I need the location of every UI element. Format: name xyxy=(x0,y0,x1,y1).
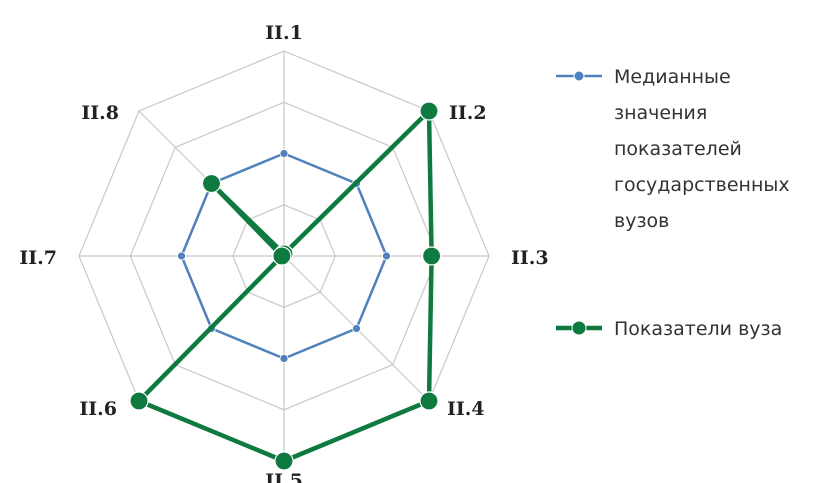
legend-entry: Показатели вуза xyxy=(556,318,782,340)
data-point xyxy=(274,451,294,471)
data-point xyxy=(422,246,442,266)
data-point xyxy=(279,354,289,363)
axis-label: II.8 xyxy=(81,102,119,124)
legend-swatch-marker xyxy=(571,320,587,336)
series-layer xyxy=(129,101,442,471)
data-point xyxy=(419,101,439,121)
data-point xyxy=(382,251,391,261)
legend-label: государственных xyxy=(614,174,790,196)
axis-label: II.6 xyxy=(79,398,117,420)
legend-label: значения xyxy=(614,102,707,124)
series-line xyxy=(136,108,434,464)
data-point xyxy=(272,246,292,266)
axis-labels: II.1 II.2 II.3 II.4 II.5 II.6 II.7 II.8 xyxy=(19,22,548,483)
data-point xyxy=(201,173,222,194)
legend: Медианные значения показателей государствен… xyxy=(556,66,790,340)
data-point xyxy=(352,324,361,333)
axis-label: II.7 xyxy=(19,247,57,269)
data-point xyxy=(177,251,186,261)
legend-label: вузов xyxy=(614,210,669,232)
legend-swatch-marker xyxy=(573,70,585,82)
data-point xyxy=(129,391,149,411)
legend-label: показателей xyxy=(614,138,742,160)
data-point xyxy=(419,391,439,411)
legend-label: Медианные xyxy=(614,66,731,88)
axis-label: II.1 xyxy=(265,22,303,44)
series-1 xyxy=(129,101,442,471)
data-point xyxy=(279,149,289,158)
axis-label: II.5 xyxy=(265,470,303,483)
legend-entry: Медианные значения показателей государствен… xyxy=(556,66,790,232)
axis-label: II.4 xyxy=(447,398,485,420)
axis-label: II.2 xyxy=(449,102,487,124)
legend-label: Показатели вуза xyxy=(614,318,782,340)
axis-label: II.3 xyxy=(511,247,549,269)
